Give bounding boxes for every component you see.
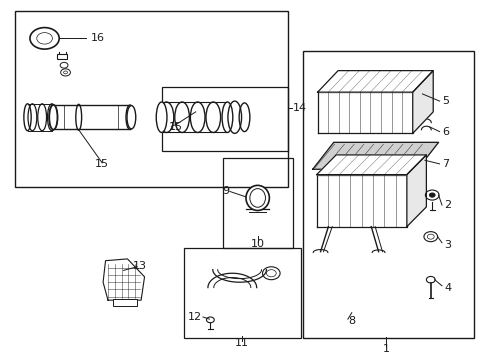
Text: 3: 3 xyxy=(444,239,450,249)
Ellipse shape xyxy=(245,185,269,211)
Text: 12: 12 xyxy=(187,312,201,322)
Text: 4: 4 xyxy=(444,283,450,293)
Circle shape xyxy=(428,193,434,197)
Ellipse shape xyxy=(126,105,134,130)
Polygon shape xyxy=(317,71,432,92)
Ellipse shape xyxy=(205,102,220,132)
Ellipse shape xyxy=(28,104,37,131)
Text: 8: 8 xyxy=(347,316,355,325)
Text: 10: 10 xyxy=(250,239,264,249)
Text: 11: 11 xyxy=(234,338,248,348)
Text: 16: 16 xyxy=(91,33,105,43)
Ellipse shape xyxy=(174,102,189,132)
Ellipse shape xyxy=(222,102,232,132)
Text: 2: 2 xyxy=(444,200,450,210)
Ellipse shape xyxy=(249,189,265,207)
Ellipse shape xyxy=(38,104,46,131)
Polygon shape xyxy=(312,142,438,169)
Text: 5: 5 xyxy=(441,96,448,106)
Ellipse shape xyxy=(156,102,166,132)
Polygon shape xyxy=(406,155,426,226)
Ellipse shape xyxy=(127,105,136,129)
Ellipse shape xyxy=(49,105,57,130)
Polygon shape xyxy=(412,71,432,134)
Text: 7: 7 xyxy=(441,159,448,169)
Bar xyxy=(15,12,288,187)
Text: 1: 1 xyxy=(382,344,388,354)
Polygon shape xyxy=(316,155,426,175)
Text: 13: 13 xyxy=(132,261,146,271)
Ellipse shape xyxy=(159,102,173,132)
Bar xyxy=(222,158,293,248)
Text: 6: 6 xyxy=(441,127,448,136)
Bar xyxy=(303,51,473,338)
Bar xyxy=(183,248,300,338)
Bar xyxy=(57,54,67,59)
Polygon shape xyxy=(103,259,144,300)
Text: 15: 15 xyxy=(169,122,183,132)
Bar xyxy=(161,87,288,151)
Text: 14: 14 xyxy=(293,103,307,113)
Text: 15: 15 xyxy=(95,159,109,169)
Text: 9: 9 xyxy=(222,186,228,197)
Bar xyxy=(113,299,137,306)
Ellipse shape xyxy=(47,104,56,131)
Ellipse shape xyxy=(190,102,204,132)
